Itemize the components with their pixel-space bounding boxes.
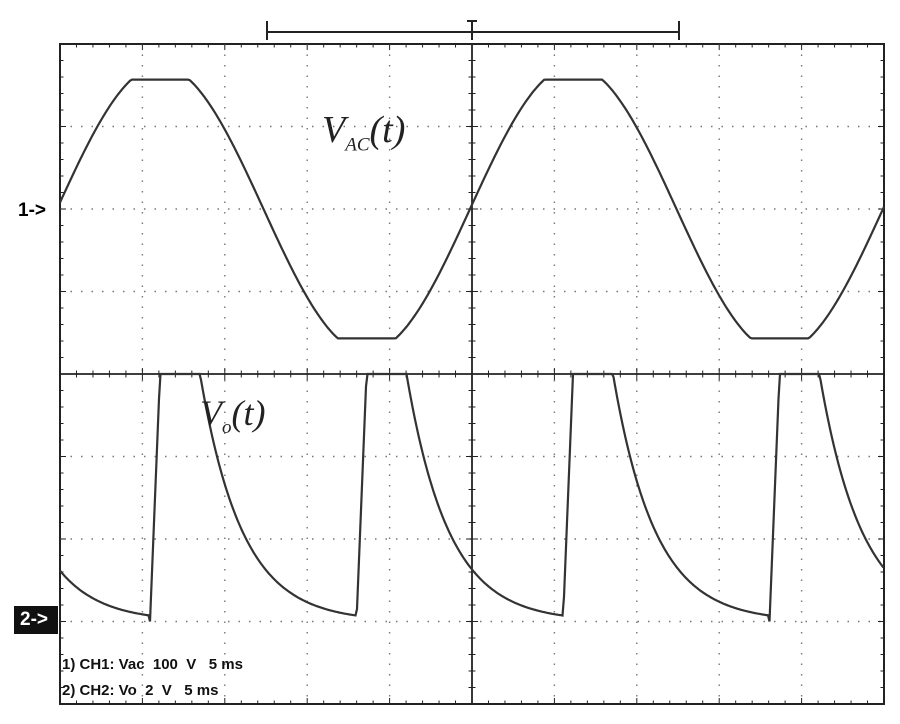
- trigger-position-bar: [266, 20, 680, 40]
- vac-label-sub: AC: [345, 134, 370, 156]
- ch1-settings-readout: 1) CH1: Vac 100 V 5 ms: [62, 656, 243, 673]
- graticule: [59, 43, 885, 705]
- vo-label-sub: o: [222, 417, 232, 439]
- ch2-vo-trace: [59, 372, 885, 622]
- ch1-ground-marker: 1->: [18, 200, 46, 221]
- vac-label-main: V: [322, 109, 346, 151]
- vo-label-main: V: [200, 393, 222, 433]
- ch2-ground-marker: 2->: [14, 606, 58, 634]
- vac-trace-label: VAC(t): [322, 108, 405, 157]
- vo-trace-label: Vo(t): [200, 392, 265, 439]
- vo-label-arg: (t): [231, 393, 266, 433]
- ch2-settings-readout: 2) CH2: Vo 2 V 5 ms: [62, 682, 219, 699]
- vac-label-arg: (t): [369, 109, 406, 151]
- ch1-vac-trace: [58, 78, 886, 340]
